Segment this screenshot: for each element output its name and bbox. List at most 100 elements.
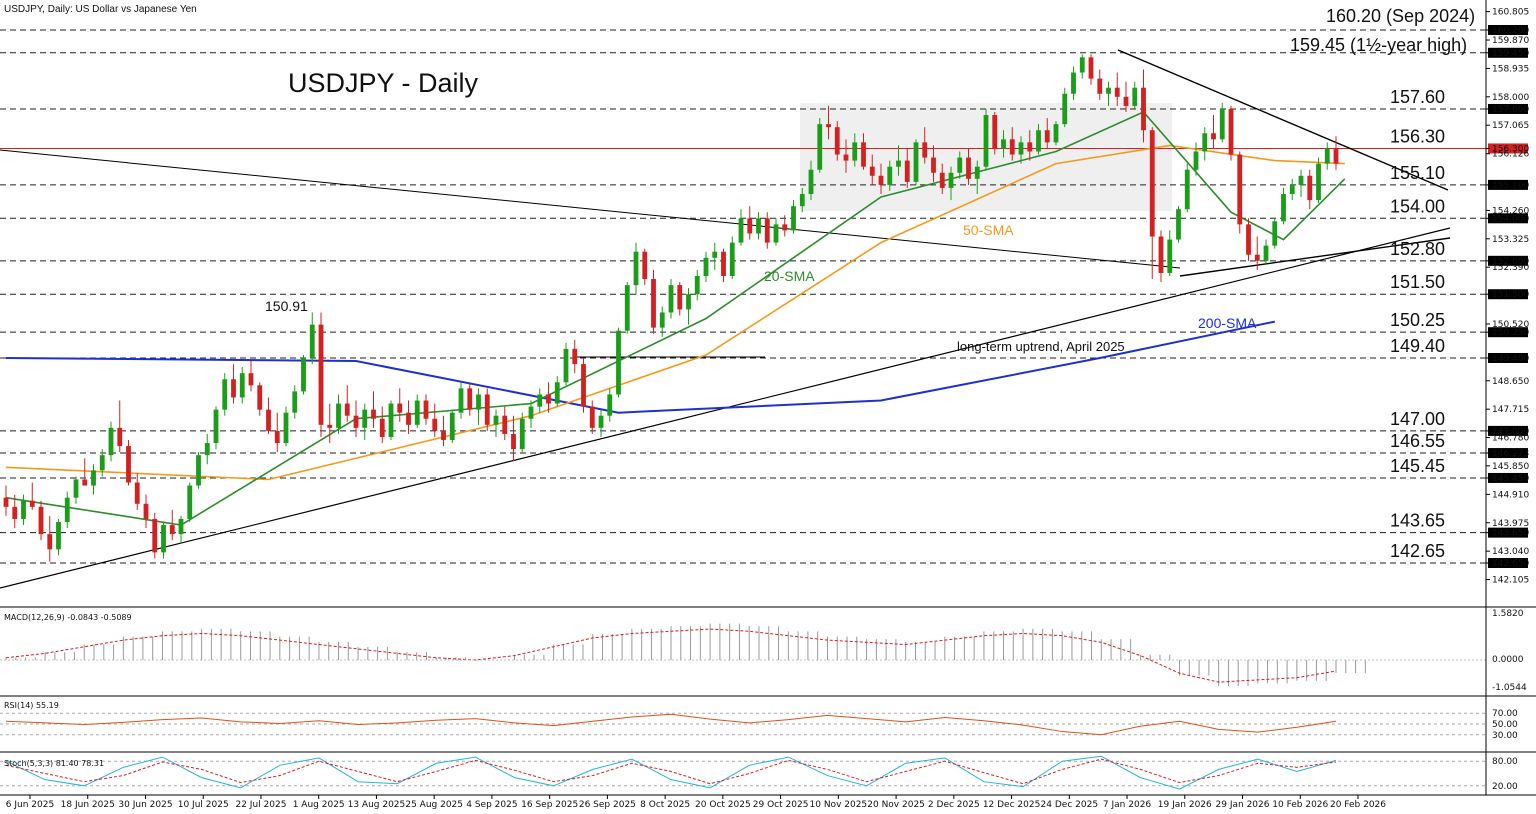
candle-body <box>1254 254 1260 261</box>
chart-title: USDJPY - Daily <box>288 68 479 98</box>
price-axis-label: 158.935 <box>1492 64 1529 74</box>
candle-body <box>826 124 831 128</box>
candle-body <box>266 409 271 431</box>
candle-body <box>126 446 131 483</box>
date-axis-label: 10 Jul 2025 <box>178 800 229 810</box>
candle-body <box>1097 78 1103 94</box>
price-axis-label: 152.600 <box>1492 257 1529 267</box>
level-price-tag <box>1488 143 1528 154</box>
level-label: 151.50 <box>1390 272 1445 292</box>
candle-body <box>703 257 709 276</box>
candle-body <box>1281 194 1286 222</box>
price-axis-label: 154.000 <box>1492 214 1529 224</box>
date-axis-label: 26 Sep 2025 <box>579 800 636 810</box>
level-label: 156.30 <box>1390 126 1445 146</box>
candle-body <box>56 522 61 550</box>
candle-body <box>318 324 324 425</box>
date-axis-label: 18 Jun 2025 <box>61 800 115 810</box>
date-axis-layer: 6 Jun 2025 18 Jun 2025 30 Jun 2025 10 Jul 2… <box>6 795 1386 810</box>
price-axis-label: 150.520 <box>1492 320 1529 330</box>
candle-body <box>467 388 473 410</box>
price-axis-label: 157.600 <box>1492 105 1529 115</box>
candle-body <box>108 427 114 456</box>
level-price-tag <box>1488 327 1528 338</box>
candle-body <box>1123 96 1129 106</box>
price-axis-label: 159.870 <box>1492 36 1529 46</box>
candle-body <box>712 251 718 258</box>
candle-body <box>274 430 280 444</box>
candle-body <box>834 127 840 155</box>
level-price-tag <box>1488 425 1528 436</box>
level-label: 155.10 <box>1390 163 1445 183</box>
candle-body <box>301 358 306 392</box>
candle-body <box>1219 108 1225 140</box>
price-axis-label: 147.715 <box>1492 405 1529 415</box>
candle-body <box>388 403 394 437</box>
candle-body <box>904 160 910 182</box>
candle-body <box>633 251 639 286</box>
rsi-axis-label: 30.00 <box>1492 731 1518 741</box>
candle-body <box>887 166 893 185</box>
candle-body <box>1001 139 1006 149</box>
price-axis-label: 147.000 <box>1492 427 1529 437</box>
candle-body <box>222 379 228 410</box>
candle-body <box>362 409 368 428</box>
price-axis-label: 151.500 <box>1492 290 1529 300</box>
price-axis-label: 160.805 <box>1492 8 1529 18</box>
macd-axis-label: 0.0000 <box>1492 655 1524 665</box>
price-axis-label: 143.650 <box>1492 529 1529 539</box>
candle-body <box>974 166 980 179</box>
candle-body <box>1009 139 1015 155</box>
date-axis-label: 8 Oct 2025 <box>640 800 690 810</box>
candle-body <box>178 518 184 535</box>
candle-body <box>694 276 700 295</box>
candle-body <box>1053 124 1059 143</box>
price-axis-label: 159.450 <box>1492 49 1529 59</box>
price-axis-label: 156.126 <box>1492 150 1529 160</box>
support-line <box>1179 237 1451 277</box>
candle-layer <box>3 54 1339 562</box>
candle-body <box>47 534 53 550</box>
sma50-label: 50-SMA <box>963 222 1014 238</box>
candle-body <box>423 400 429 419</box>
candle-body <box>1176 209 1181 240</box>
candle-body <box>537 394 543 407</box>
candle-body <box>957 157 963 173</box>
macd-label: MACD(12,26,9) -0.0843 -0.5089 <box>4 613 132 622</box>
candle-body <box>1228 108 1234 155</box>
level-label: 159.45 (1½-year high) <box>1290 35 1467 55</box>
candle-body <box>1018 142 1024 155</box>
date-axis-label: 20 Oct 2025 <box>695 800 751 810</box>
rsi-label: RSI(14) 55.19 <box>4 701 59 710</box>
candle-body <box>1298 175 1304 185</box>
candle-body <box>651 279 656 328</box>
candle-body <box>502 415 508 434</box>
macd-signal-line <box>5 628 1337 683</box>
sma200-label: 200-SMA <box>1198 315 1257 331</box>
candle-body <box>1114 87 1120 97</box>
candle-body <box>152 518 158 553</box>
candle-body <box>966 157 971 179</box>
price-axis-label: 146.780 <box>1492 434 1529 444</box>
candle-body <box>572 348 578 365</box>
level-label: 154.00 <box>1390 196 1445 216</box>
candle-body <box>484 394 490 425</box>
candle-body <box>283 412 289 444</box>
candle-body <box>1149 130 1155 237</box>
price-axis-label: 157.065 <box>1492 121 1529 131</box>
resistance-line <box>1117 49 1449 191</box>
candle-body <box>64 497 70 522</box>
rsi-line <box>5 713 1337 736</box>
stoch-axis-label: 20.00 <box>1492 782 1518 792</box>
date-axis-label: 12 Dec 2025 <box>983 800 1041 810</box>
candle-body <box>878 175 884 185</box>
candle-body <box>3 497 9 507</box>
candle-body <box>913 142 919 182</box>
date-axis-label: 29 Jan 2026 <box>1216 800 1270 810</box>
candle-body <box>1246 224 1251 255</box>
candle-body <box>931 157 936 173</box>
candle-body <box>1316 163 1321 201</box>
symbol-header: USDJPY, Daily: US Dollar vs Japanese Yen <box>4 4 197 15</box>
